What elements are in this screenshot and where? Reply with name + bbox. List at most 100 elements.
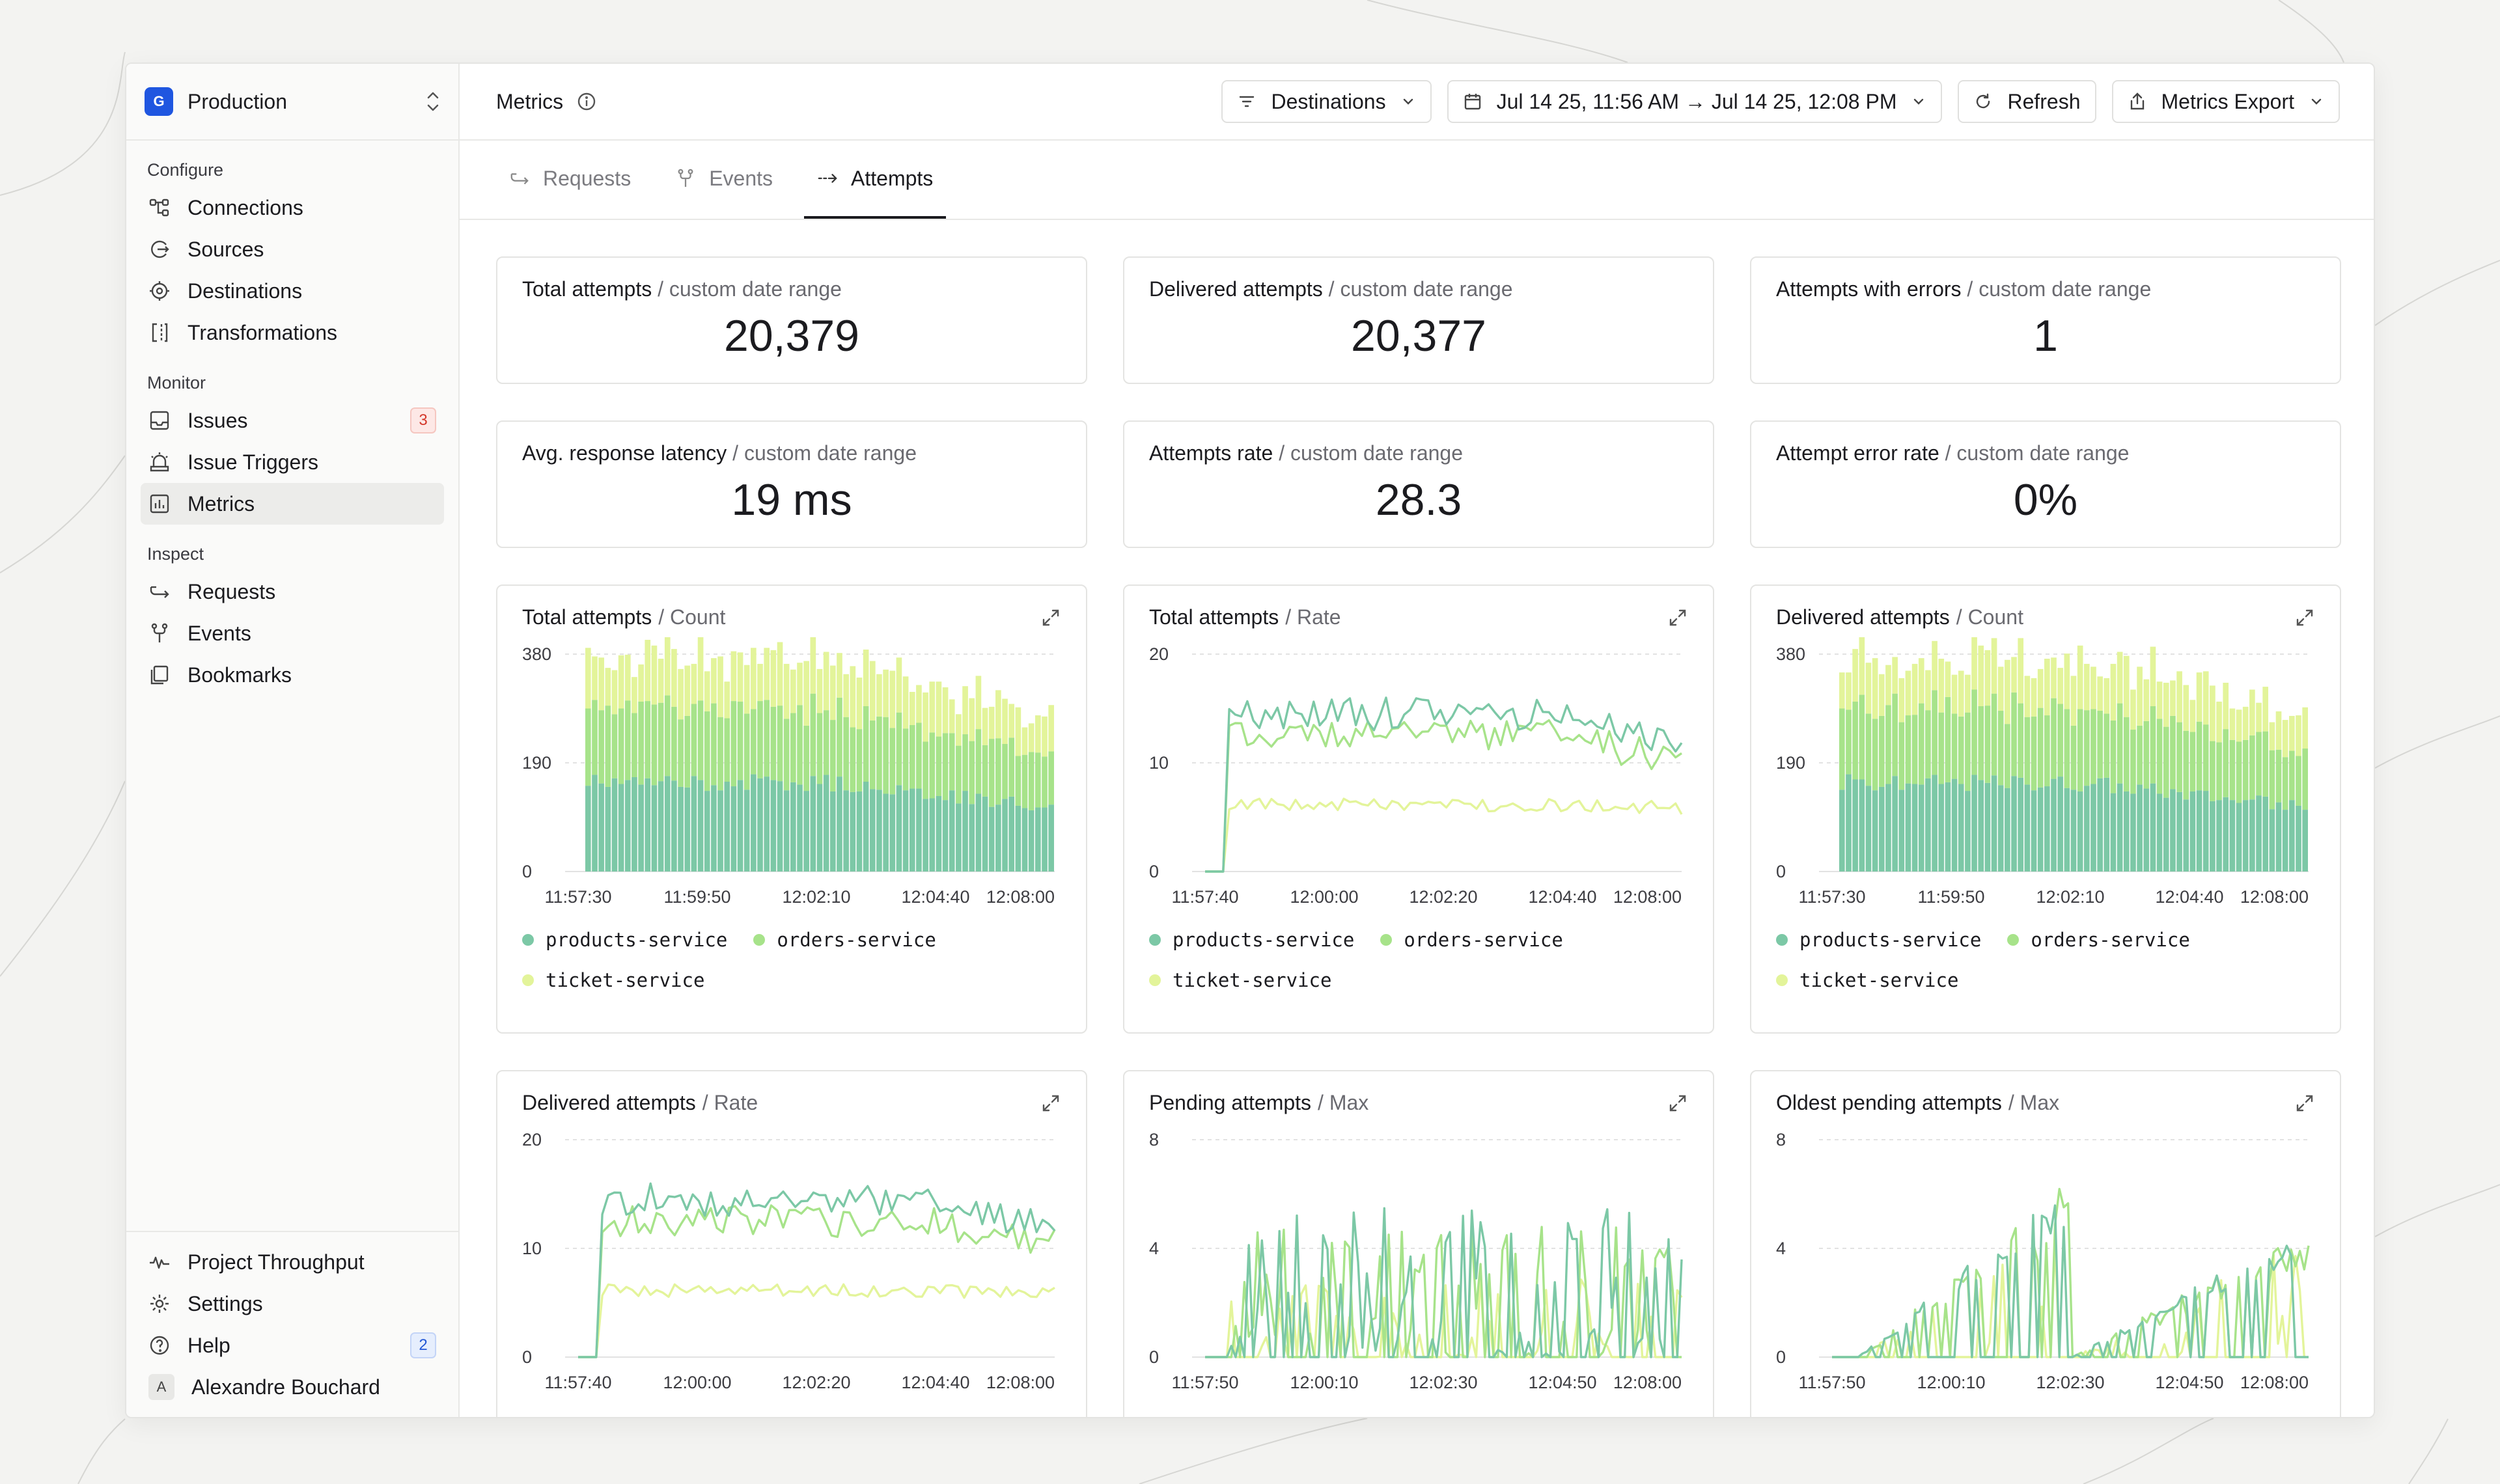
tab-requests[interactable]: Requests <box>496 141 644 219</box>
bar-orders <box>1021 754 1028 808</box>
sidebar-item-label: Help <box>188 1333 230 1357</box>
sidebar-item-settings[interactable]: Settings <box>141 1283 444 1325</box>
destinations-filter-button[interactable]: Destinations <box>1221 80 1432 123</box>
bar-products <box>664 776 671 872</box>
expand-icon[interactable] <box>1040 607 1061 628</box>
legend-item[interactable]: ticket-service <box>1149 960 1331 1000</box>
metrics-content: Total attempts / custom date range 20,37… <box>460 220 2374 1417</box>
chart-header: Delivered attempts / Rate <box>522 1091 1061 1115</box>
sidebar-item-metrics[interactable]: Metrics <box>141 483 444 525</box>
legend-label: products-service <box>1173 929 1355 951</box>
x-tick-label: 12:00:00 <box>663 1373 731 1392</box>
legend-item[interactable]: products-service <box>1776 920 1981 960</box>
legend-item[interactable]: orders-service <box>2007 920 2190 960</box>
bar-ticket <box>645 640 651 702</box>
bar-orders <box>757 701 763 778</box>
chart-subtitle: / Max <box>1318 1091 1369 1114</box>
bar-products <box>2170 789 2176 872</box>
bar-ticket <box>1048 705 1054 752</box>
bar-orders <box>962 734 968 791</box>
bar-orders <box>982 745 988 797</box>
bar-products <box>869 789 876 872</box>
sidebar-item-project-throughput[interactable]: Project Throughput <box>141 1241 444 1283</box>
sidebar-item-sources[interactable]: Sources <box>141 228 444 270</box>
chart-subtitle: / Rate <box>1285 605 1341 629</box>
bar-orders <box>2044 715 2050 787</box>
bar-products <box>2117 783 2123 872</box>
sidebar-item-destinations[interactable]: Destinations <box>141 270 444 312</box>
sidebar-item-transformations[interactable]: Transformations <box>141 312 444 353</box>
legend-item[interactable]: products-service <box>1149 920 1354 960</box>
bar-orders <box>876 716 882 790</box>
expand-icon[interactable] <box>2294 607 2315 628</box>
sidebar-item-requests[interactable]: Requests <box>141 571 444 612</box>
bar-orders <box>2275 749 2282 803</box>
bar-ticket <box>2130 689 2136 730</box>
project-switcher[interactable]: G Production <box>126 64 458 141</box>
bar-orders <box>678 719 684 787</box>
y-tick-label: 10 <box>1149 753 1169 773</box>
legend-item[interactable]: orders-service <box>753 920 936 960</box>
bar-orders <box>618 708 624 784</box>
tab-events[interactable]: Events <box>662 141 786 219</box>
bar-products <box>2242 800 2249 872</box>
bar-products <box>1978 780 1984 872</box>
kpi-value: 0% <box>2013 475 2078 525</box>
x-tick-label: 12:00:00 <box>1290 887 1358 907</box>
bar-orders <box>995 738 1001 805</box>
transformations-icon <box>152 323 168 342</box>
metrics-export-button[interactable]: Metrics Export <box>2111 80 2340 123</box>
info-icon[interactable] <box>576 91 597 112</box>
chart-card: Pending attempts / Max 8 4 0 11:57:50 12:00:10… <box>1123 1070 1714 1417</box>
bar-products <box>611 778 618 872</box>
expand-icon[interactable] <box>1040 1093 1061 1114</box>
expand-icon[interactable] <box>1667 607 1688 628</box>
bar-products <box>2031 790 2037 872</box>
bar-ticket <box>982 708 988 745</box>
sidebar-item-bookmarks[interactable]: Bookmarks <box>141 654 444 696</box>
bar-products <box>982 796 988 872</box>
sidebar-item-connections[interactable]: Connections <box>141 187 444 228</box>
bar-orders <box>916 722 922 789</box>
bar-products <box>803 791 809 872</box>
bar-ticket <box>2249 689 2255 735</box>
refresh-button[interactable]: Refresh <box>1958 80 2096 123</box>
sidebar-item-issue-triggers[interactable]: Issue Triggers <box>141 441 444 483</box>
expand-icon[interactable] <box>1667 1093 1688 1114</box>
expand-icon[interactable] <box>2294 1093 2315 1114</box>
bar-ticket <box>724 681 730 719</box>
chart-subtitle: / Count <box>1956 605 2023 629</box>
legend-item[interactable]: ticket-service <box>522 960 704 1000</box>
bar-ticket <box>995 690 1001 739</box>
legend-item[interactable]: products-service <box>522 920 727 960</box>
bar-orders <box>611 714 618 778</box>
legend-label: orders-service <box>1404 929 1563 951</box>
help-icon <box>150 1336 169 1355</box>
chevron-down-icon <box>2311 98 2322 105</box>
legend-label: ticket-service <box>1173 969 1332 991</box>
chart-card: Total attempts / Rate 20 10 0 11:57:40 12:00:0… <box>1123 584 1714 1034</box>
metrics-icon <box>150 494 169 514</box>
legend-item[interactable]: orders-service <box>1380 920 1563 960</box>
legend-item[interactable]: ticket-service <box>1776 960 1958 1000</box>
bar-orders <box>1945 696 1951 782</box>
sidebar-item-events[interactable]: Events <box>141 612 444 654</box>
tab-attempts[interactable]: Attempts <box>804 141 947 219</box>
sources-icon <box>151 240 169 258</box>
metrics-tabs: Requests Events Attempts <box>460 141 2374 220</box>
bar-orders <box>823 710 829 775</box>
legend-label: products-service <box>546 929 728 951</box>
bar-ticket <box>605 668 611 706</box>
sidebar-item-issues[interactable]: Issues 3 <box>141 400 444 441</box>
x-tick-label: 12:02:10 <box>782 887 850 907</box>
bar-products <box>790 782 796 872</box>
user-menu[interactable]: A Alexandre Bouchard <box>141 1366 444 1408</box>
bar-ticket <box>1911 663 1918 715</box>
date-range-picker[interactable]: Jul 14 25, 11:56 AM → Jul 14 25, 12:08 P… <box>1447 80 1943 123</box>
sidebar-item-help[interactable]: Help 2 <box>141 1325 444 1366</box>
bar-orders <box>1002 743 1008 799</box>
bar-ticket <box>2236 709 2242 742</box>
bar-ticket <box>1932 640 1938 691</box>
bar-orders <box>1978 706 1984 780</box>
bar-products <box>1918 784 1924 872</box>
